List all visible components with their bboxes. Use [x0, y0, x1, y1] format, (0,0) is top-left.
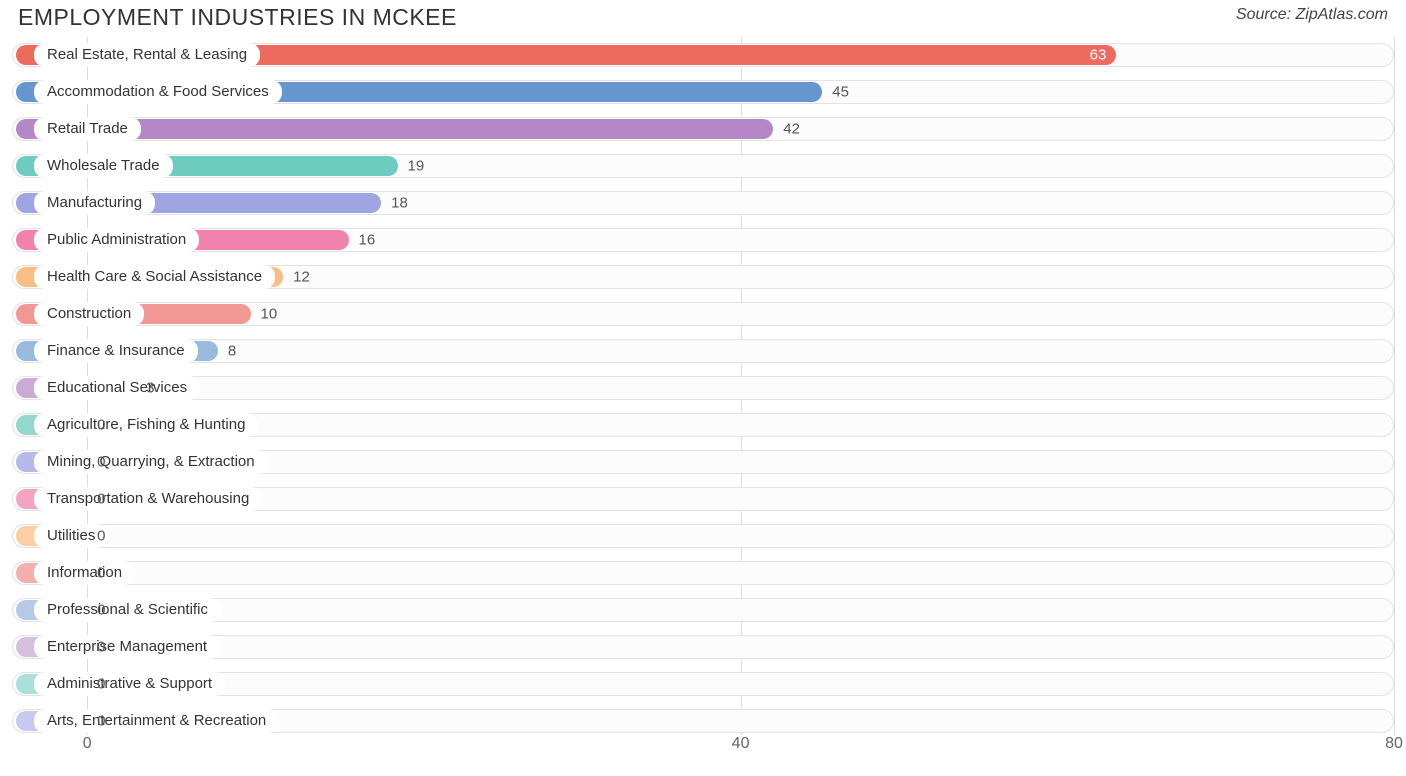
bar-chart: Real Estate, Rental & Leasing 63 Accommoda… — [12, 37, 1394, 757]
x-tick-label: 40 — [732, 735, 750, 753]
source-name: ZipAtlas.com — [1296, 6, 1388, 23]
x-tick-label: 0 — [83, 735, 92, 753]
bar-value-label: 0 — [97, 528, 105, 545]
bar-label-pill: Professional & Scientific — [34, 598, 221, 622]
bar-value-label: 8 — [228, 343, 236, 360]
bar-row: Utilities0 — [12, 522, 1394, 550]
bar-row: Educational Services3 — [12, 374, 1394, 402]
bar-row: Retail Trade 42 — [12, 115, 1394, 143]
chart-rows: Real Estate, Rental & Leasing 63 Accommoda… — [12, 41, 1394, 735]
bar-track — [12, 524, 1394, 548]
bar-row: Construction 10 — [12, 300, 1394, 328]
chart-source: Source: ZipAtlas.com — [1236, 6, 1388, 24]
bar-row: Real Estate, Rental & Leasing 63 — [12, 41, 1394, 69]
bar-value-label: 0 — [97, 713, 105, 730]
chart-title: EMPLOYMENT INDUSTRIES IN MCKEE — [18, 4, 457, 31]
bar-row: Manufacturing 18 — [12, 189, 1394, 217]
bar-label-pill: Arts, Entertainment & Recreation — [34, 709, 279, 733]
bar-value-label: 10 — [261, 306, 278, 323]
bar-label-pill: Mining, Quarrying, & Extraction — [34, 450, 268, 474]
bar-value-label: 0 — [97, 565, 105, 582]
bar-value-label: 0 — [97, 454, 105, 471]
bar-value-label: 12 — [293, 269, 310, 286]
bar-label-pill: Retail Trade — [34, 117, 141, 141]
x-axis: 04080 — [12, 735, 1394, 757]
bar-value-label: 0 — [97, 491, 105, 508]
bar-label-pill: Accommodation & Food Services — [34, 80, 282, 104]
bar-value-label: 3 — [146, 380, 154, 397]
bar-row: Accommodation & Food Services 45 — [12, 78, 1394, 106]
bar-row: Finance & Insurance 8 — [12, 337, 1394, 365]
bar-row: Transportation & Warehousing0 — [12, 485, 1394, 513]
bar-value-label: 0 — [97, 417, 105, 434]
bar-value-label: 42 — [783, 121, 800, 138]
bar-value-label: 0 — [97, 639, 105, 656]
bar-value-label: 63 — [1090, 47, 1107, 64]
bar-value-label: 16 — [359, 232, 376, 249]
bar-label-pill: Transportation & Warehousing — [34, 487, 262, 511]
bar-label-pill: Public Administration — [34, 228, 199, 252]
bar-row: Health Care & Social Assistance 12 — [12, 263, 1394, 291]
bar-value-label: 0 — [97, 676, 105, 693]
chart-header: EMPLOYMENT INDUSTRIES IN MCKEE Source: Z… — [0, 0, 1406, 37]
bar-label-pill: Finance & Insurance — [34, 339, 198, 363]
bar-label-pill: Manufacturing — [34, 191, 155, 215]
bar-label-pill: Educational Services — [34, 376, 200, 400]
bar-label-pill: Real Estate, Rental & Leasing — [34, 43, 260, 67]
bar-label-pill: Construction — [34, 302, 144, 326]
bar-label-pill: Agriculture, Fishing & Hunting — [34, 413, 258, 437]
bar-row: Wholesale Trade 19 — [12, 152, 1394, 180]
bar-row: Public Administration 16 — [12, 226, 1394, 254]
bar-label-pill: Enterprise Management — [34, 635, 220, 659]
bar-row: Mining, Quarrying, & Extraction0 — [12, 448, 1394, 476]
bar-track — [12, 561, 1394, 585]
bar-row: Agriculture, Fishing & Hunting0 — [12, 411, 1394, 439]
bar-value-label: 18 — [391, 195, 408, 212]
bar-label-pill: Wholesale Trade — [34, 154, 173, 178]
bar-value-label: 0 — [97, 602, 105, 619]
bar-row: Enterprise Management0 — [12, 633, 1394, 661]
bar-label-pill: Information — [34, 561, 135, 585]
x-tick-label: 80 — [1385, 735, 1403, 753]
gridline — [1394, 37, 1395, 735]
bar-track — [12, 339, 1394, 363]
bar-label-pill: Administrative & Support — [34, 672, 225, 696]
bar-row: Professional & Scientific0 — [12, 596, 1394, 624]
bar-label-pill: Health Care & Social Assistance — [34, 265, 275, 289]
bar-value-label: 19 — [408, 158, 425, 175]
bar-value-label: 45 — [832, 84, 849, 101]
bar-row: Information0 — [12, 559, 1394, 587]
source-prefix: Source: — [1236, 6, 1296, 23]
bar-track — [12, 376, 1394, 400]
bar-row: Administrative & Support0 — [12, 670, 1394, 698]
bar-row: Arts, Entertainment & Recreation0 — [12, 707, 1394, 735]
